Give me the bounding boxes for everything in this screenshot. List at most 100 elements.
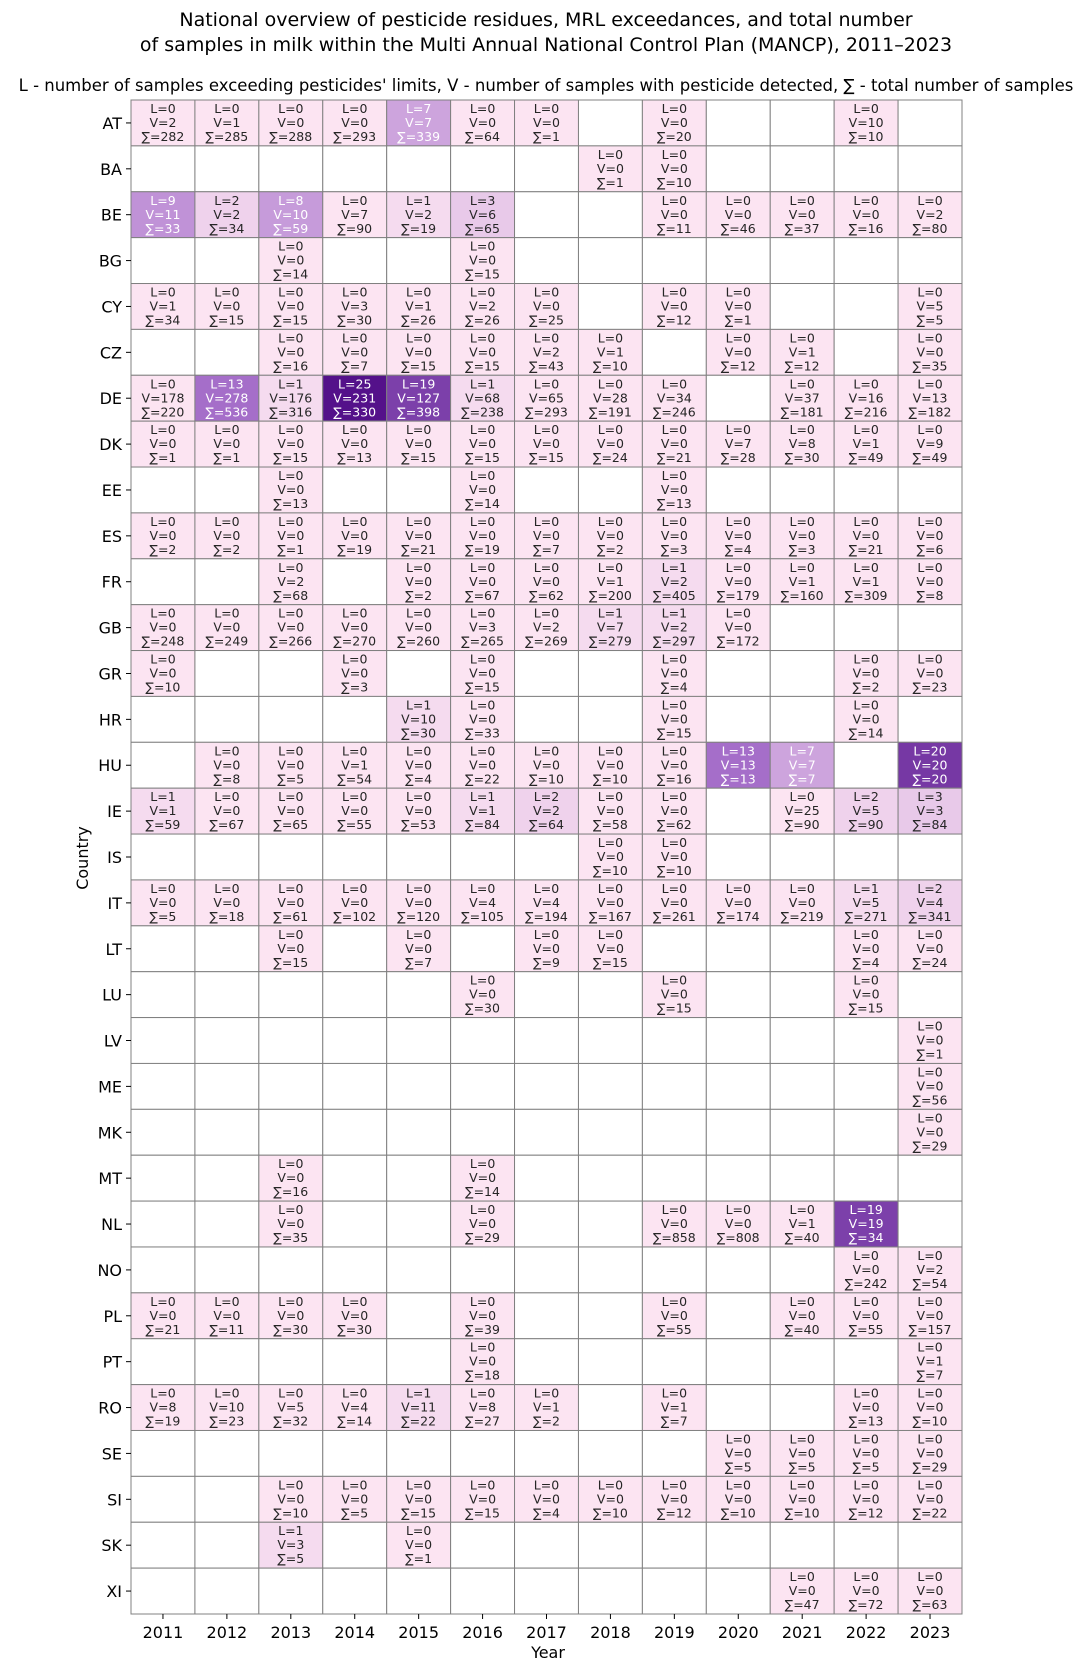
cell-label: L=0 — [853, 1294, 878, 1309]
heatmap-cell-empty — [130, 466, 196, 514]
cell-label: ∑=265 — [461, 634, 504, 649]
cell-label: V=7 — [405, 115, 432, 130]
cell-label: ∑=405 — [653, 588, 696, 603]
cell-label: ∑=174 — [717, 909, 760, 924]
heatmap-cell-empty — [769, 283, 835, 330]
cell-label: L=0 — [470, 881, 495, 896]
cell-label: ∑=13 — [337, 450, 372, 465]
cell-label: V=0 — [213, 620, 240, 635]
cell-label: V=13 — [913, 390, 948, 405]
cell-label: ∑=182 — [909, 404, 952, 419]
cell-label: ∑=56 — [913, 1092, 948, 1107]
cell-label: L=0 — [662, 973, 687, 988]
cell-label: ∑=26 — [465, 313, 500, 328]
cell-label: ∑=40 — [785, 1230, 820, 1245]
heatmap-cell — [450, 1292, 516, 1340]
heatmap-cell — [514, 741, 579, 789]
cell-label: ∑=858 — [653, 1230, 696, 1245]
cell-label: ∑=179 — [717, 588, 760, 603]
cell-label: ∑=15 — [273, 955, 308, 970]
heatmap-cell-empty — [705, 1154, 771, 1202]
heatmap-cell — [705, 1200, 771, 1248]
heatmap-cell — [130, 650, 196, 697]
cell-label: L=0 — [789, 193, 814, 208]
heatmap-cell — [450, 650, 516, 697]
heatmap-cell-empty — [130, 833, 196, 881]
cell-label: ∑=30 — [401, 725, 436, 740]
heatmap-cell-empty — [833, 1062, 899, 1110]
heatmap-cell-empty — [641, 1062, 707, 1110]
heatmap-cell-empty — [130, 741, 196, 789]
heatmap-cell-empty — [386, 237, 452, 285]
heatmap-cell — [322, 99, 388, 147]
heatmap-cell-empty — [577, 283, 643, 330]
heatmap-cell-empty — [386, 833, 452, 881]
cell-label: L=0 — [662, 789, 687, 804]
heatmap-cell — [386, 558, 452, 606]
cell-label: V=0 — [725, 528, 752, 543]
cell-label: V=4 — [533, 895, 560, 910]
heatmap-cell — [769, 1200, 835, 1248]
heatmap-cell — [322, 604, 388, 652]
cell-label: L=1 — [853, 881, 878, 896]
heatmap-cell-empty — [386, 1429, 452, 1477]
cell-label: V=2 — [533, 620, 560, 635]
y-tick-label: BE — [101, 206, 122, 225]
heatmap-cell-empty — [514, 1154, 579, 1202]
heatmap-cell — [450, 1475, 516, 1523]
heatmap-cell-empty — [769, 1017, 835, 1064]
heatmap-cell-empty — [514, 695, 579, 743]
heatmap-cell-empty — [769, 237, 835, 285]
cell-label: L=0 — [470, 239, 495, 254]
cell-label: ∑=10 — [657, 863, 692, 878]
cell-label: ∑=10 — [849, 129, 884, 144]
heatmap-cell — [258, 1521, 324, 1569]
heatmap-cell — [322, 420, 388, 468]
cell-label: V=0 — [661, 1216, 688, 1231]
y-tick-label: GB — [99, 619, 122, 638]
cell-label: L=0 — [150, 422, 175, 437]
cell-label: V=0 — [725, 207, 752, 222]
cell-label: ∑=13 — [657, 496, 692, 511]
cell-label: L=0 — [342, 330, 367, 345]
cell-label: ∑=271 — [845, 909, 888, 924]
cell-label: L=0 — [726, 514, 751, 529]
heatmap-cell-empty — [577, 1154, 643, 1202]
heatmap-cell-empty — [450, 1567, 516, 1615]
cell-label: L=0 — [789, 1431, 814, 1446]
cell-label: V=127 — [397, 390, 440, 405]
heatmap-cell — [450, 787, 516, 835]
cell-label: V=0 — [661, 757, 688, 772]
cell-label: ∑=18 — [465, 1368, 500, 1383]
cell-label: V=0 — [213, 757, 240, 772]
cell-label: V=0 — [469, 711, 496, 726]
cell-label: V=0 — [533, 299, 560, 314]
heatmap-cell — [641, 971, 707, 1019]
cell-label: V=0 — [853, 207, 880, 222]
cell-label: L=0 — [278, 743, 303, 758]
heatmap-cell-empty — [769, 650, 835, 697]
cell-label: V=0 — [917, 1400, 944, 1415]
cell-label: ∑=40 — [785, 1322, 820, 1337]
cell-label: L=0 — [917, 1110, 942, 1125]
cell-label: V=1 — [789, 344, 816, 359]
cell-label: V=37 — [785, 390, 820, 405]
heatmap-cell — [577, 1475, 643, 1523]
cell-label: L=0 — [534, 1386, 559, 1401]
cell-label: L=0 — [406, 514, 431, 529]
heatmap-cell — [833, 1246, 899, 1294]
heatmap-cell — [769, 420, 835, 468]
heatmap-cell-empty — [130, 1429, 196, 1477]
heatmap-cell — [833, 1429, 899, 1477]
cell-label: ∑=293 — [525, 404, 568, 419]
heatmap-cell-empty — [641, 1521, 707, 1569]
cell-label: V=0 — [789, 528, 816, 543]
cell-label: ∑=30 — [465, 1001, 500, 1016]
heatmap-cell — [577, 741, 643, 789]
cell-label: V=0 — [661, 115, 688, 130]
heatmap-cell-empty — [833, 283, 899, 330]
cell-label: V=0 — [725, 344, 752, 359]
heatmap-cell-empty — [897, 1200, 963, 1248]
cell-label: ∑=194 — [525, 909, 568, 924]
cell-label: L=1 — [406, 193, 431, 208]
